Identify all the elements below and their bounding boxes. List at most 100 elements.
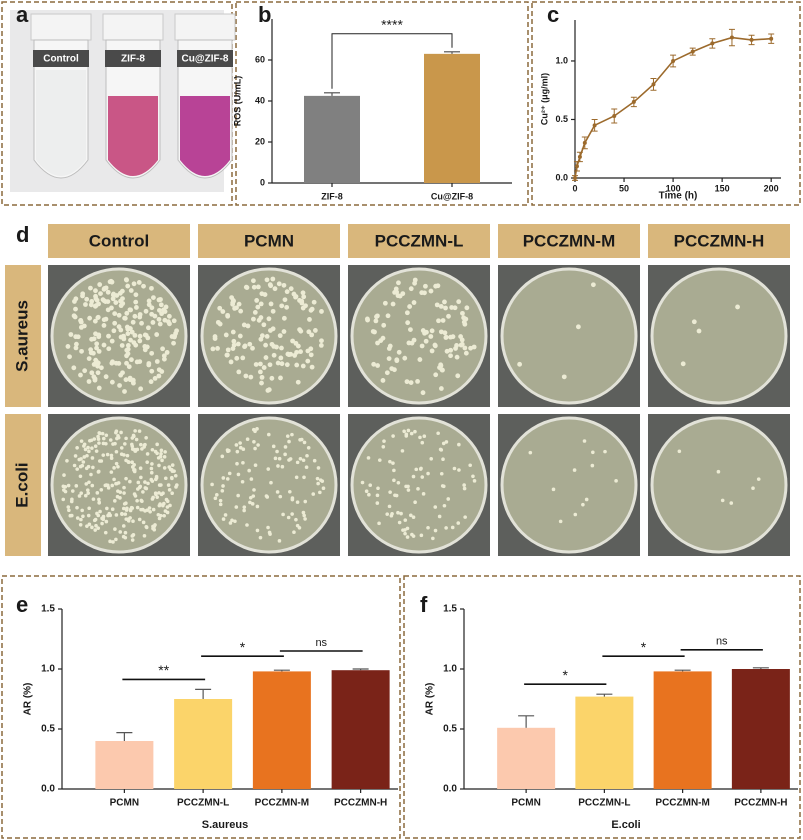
colony xyxy=(132,434,136,439)
colony xyxy=(223,513,228,517)
colony xyxy=(141,490,145,494)
colony xyxy=(287,439,291,444)
colony xyxy=(116,464,120,469)
colony xyxy=(116,489,120,493)
colony xyxy=(135,487,140,491)
colony xyxy=(420,390,426,396)
colony xyxy=(231,338,237,344)
colony xyxy=(236,493,240,498)
colony xyxy=(65,458,69,463)
colony xyxy=(217,305,223,311)
colony xyxy=(591,450,595,455)
colony xyxy=(382,300,388,306)
colony xyxy=(282,297,288,303)
colony xyxy=(463,316,469,322)
colony xyxy=(95,491,100,495)
colony xyxy=(435,283,441,289)
colony xyxy=(75,516,80,520)
panel-label: c xyxy=(547,2,559,27)
colony xyxy=(251,316,256,322)
colony xyxy=(162,501,166,506)
colony xyxy=(396,349,402,355)
colony xyxy=(109,379,115,385)
colony xyxy=(406,488,411,492)
colony xyxy=(90,525,94,530)
colony xyxy=(78,464,83,469)
bar xyxy=(174,699,233,789)
colony xyxy=(375,501,380,505)
colony xyxy=(73,345,79,351)
colony xyxy=(235,449,240,454)
colony xyxy=(377,521,381,526)
colony xyxy=(388,459,392,464)
colony xyxy=(119,430,123,435)
colony xyxy=(446,497,451,501)
colony xyxy=(109,360,115,366)
colony xyxy=(101,453,106,457)
colony xyxy=(300,290,306,296)
colony xyxy=(112,466,116,470)
colony xyxy=(411,515,416,520)
colony xyxy=(403,518,408,522)
colony xyxy=(133,299,139,305)
colony xyxy=(215,345,220,351)
colony xyxy=(392,468,396,473)
point xyxy=(671,58,676,63)
colony xyxy=(96,385,102,391)
colony xyxy=(603,449,607,454)
colony xyxy=(147,506,152,510)
colony xyxy=(421,492,426,496)
colony xyxy=(247,341,253,347)
colony xyxy=(380,378,386,383)
colony xyxy=(253,362,259,367)
colony xyxy=(63,485,68,489)
colony xyxy=(221,484,225,488)
colony xyxy=(364,489,369,494)
colony xyxy=(271,352,277,358)
colony xyxy=(250,345,255,351)
colony xyxy=(290,432,294,437)
colony xyxy=(225,448,230,452)
colony xyxy=(120,511,124,516)
colony xyxy=(86,491,91,495)
colony xyxy=(133,292,139,298)
significance-label: ns xyxy=(315,637,327,649)
colony xyxy=(97,497,101,502)
colony xyxy=(264,277,270,283)
colony xyxy=(308,307,314,313)
point xyxy=(710,41,715,46)
colony xyxy=(84,296,90,302)
colony xyxy=(83,493,88,498)
colony xyxy=(462,486,467,491)
colony xyxy=(392,289,398,295)
colony xyxy=(119,343,125,348)
colony xyxy=(169,334,175,339)
colony xyxy=(261,322,267,328)
colony xyxy=(96,434,100,439)
colony xyxy=(99,487,104,492)
colony xyxy=(266,432,271,437)
colony xyxy=(108,278,114,284)
colony xyxy=(95,314,101,320)
colony xyxy=(402,429,406,434)
colony xyxy=(128,288,134,293)
colony xyxy=(220,489,225,493)
panel-label: d xyxy=(16,222,29,247)
colony xyxy=(116,434,120,438)
colony xyxy=(258,535,263,540)
colony xyxy=(105,506,109,511)
colony xyxy=(396,510,400,515)
colony xyxy=(87,449,91,454)
colony xyxy=(397,520,402,525)
colony xyxy=(444,526,448,530)
colony xyxy=(105,452,110,457)
bar xyxy=(653,671,712,789)
colony xyxy=(240,355,246,361)
y-axis-title: AR (%) xyxy=(23,683,34,716)
colony xyxy=(143,308,149,314)
colony xyxy=(80,508,84,513)
column-header-label: Control xyxy=(89,231,149,250)
colony xyxy=(220,309,226,314)
colony xyxy=(301,294,307,300)
colony xyxy=(428,288,434,294)
